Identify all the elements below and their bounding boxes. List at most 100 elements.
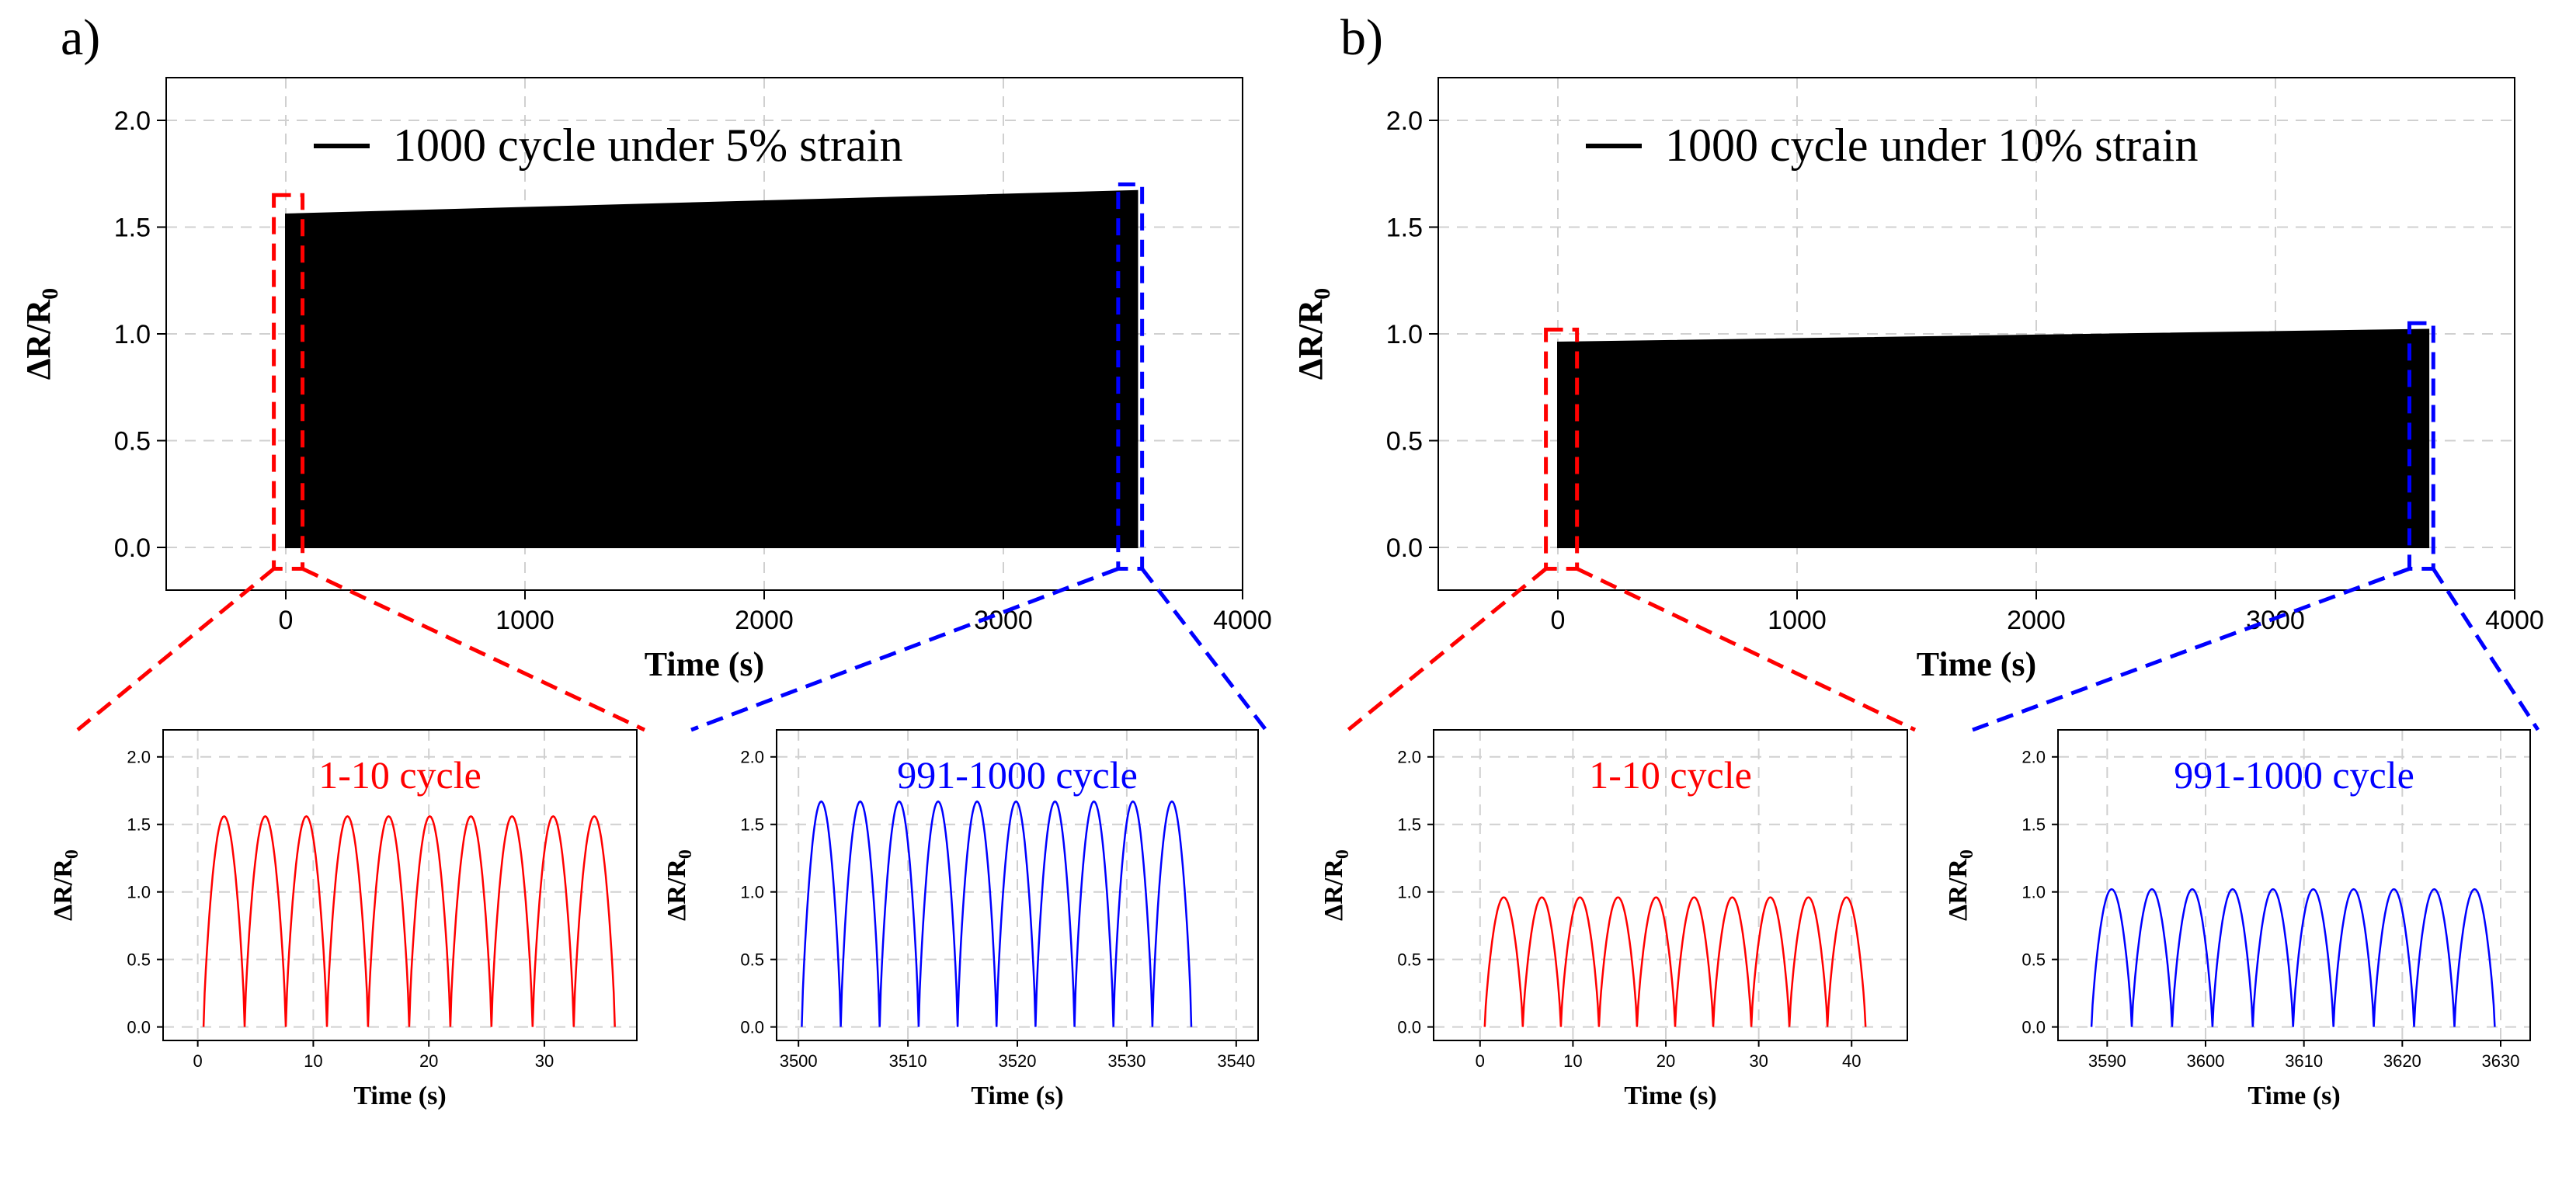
x-axis-title: Time (s) [2247,1082,2340,1110]
y-tick-label: 0.5 [2022,950,2046,969]
y-tick-label: 0.0 [1397,1017,1421,1037]
y-axis-title: ΔR/R0 [1319,849,1353,921]
y-tick-label: 1.0 [1386,320,1423,349]
y-tick-label: 1.0 [1397,882,1421,901]
x-tick-label: 30 [535,1051,554,1071]
y-axis-title: ΔR/R0 [662,849,696,921]
x-tick-label: 3540 [1217,1051,1255,1071]
x-tick-label: 0 [279,606,294,635]
y-tick-label: 1.5 [114,213,151,242]
series-line [202,815,616,1027]
chart-b-zoom2: 991-1000 cycle 0.0 0.5 1.0 1.5 2.0 3590 3600 361… [1944,729,2531,1110]
y-tick-label: 1.0 [740,882,764,901]
zoom-connector-right [1576,567,1917,732]
y-tick-label: 2.0 [1397,747,1421,766]
zoom-title: 991-1000 cycle [2174,753,2414,797]
x-tick-label: 1000 [495,606,554,635]
x-axis-title: Time (s) [645,645,764,683]
y-tick-label: 2.0 [2022,747,2046,766]
x-tick-label: 3500 [780,1051,818,1071]
x-tick-label: 4000 [1213,606,1272,635]
x-axis-title: Time (s) [1917,645,2036,683]
y-tick-label: 1.5 [1386,213,1423,242]
x-tick-label: 3510 [889,1051,927,1071]
y-tick-label: 0.5 [1397,950,1421,969]
y-tick-label: 1.0 [127,882,151,901]
x-tick-label: 3590 [2088,1051,2126,1071]
x-tick-label: 10 [304,1051,322,1071]
zoom-connector-left [1347,567,1548,731]
series-trace [1557,328,2430,548]
y-tick-label: 0.0 [740,1017,764,1037]
y-tick-label: 1.0 [2022,882,2046,901]
x-tick-label: 20 [419,1051,438,1071]
zoom-box-red [1347,328,1917,732]
zoom-connector-right [2432,568,2540,731]
y-tick-label: 2.0 [740,747,764,766]
x-tick-label: 3520 [999,1051,1037,1071]
y-tick-label: 2.0 [114,106,151,136]
y-tick-label: 0.5 [740,950,764,969]
y-tick-label: 2.0 [127,747,151,766]
y-axis-title: ΔR/R0 [49,849,82,921]
zoom-title: 1-10 cycle [318,753,481,797]
zoom-box-blue [1972,321,2540,732]
y-tick-label: 2.0 [1386,106,1423,136]
y-tick-label: 1.5 [2022,815,2046,834]
y-axis-title: ΔR/R0 [1291,288,1335,380]
series-line [2090,887,2496,1027]
zoom-connector-left [690,567,1119,732]
zoom-box-blue [690,182,1267,732]
x-tick-label: 20 [1656,1051,1675,1071]
y-tick-label: 1.5 [740,815,764,834]
y-tick-label: 0.0 [114,533,151,563]
x-tick-label: 3600 [2187,1051,2225,1071]
x-tick-label: 4000 [2485,606,2544,635]
panel-label: b) [1340,9,1383,66]
series-trace [285,189,1139,548]
y-tick-label: 1.5 [127,815,151,834]
legend-label: 1000 cycle under 10% strain [1665,120,2198,171]
zoom-connector-left [76,567,276,731]
plot-frame [2057,729,2531,1041]
zoom-box-red [76,193,646,732]
x-tick-label: 2000 [2007,606,2066,635]
y-tick-label: 0.0 [2022,1017,2046,1037]
x-axis-title: Time (s) [353,1082,446,1110]
x-tick-label: 40 [1842,1051,1861,1071]
x-axis-title: Time (s) [971,1082,1063,1110]
chart-a-zoom2: 991-1000 cycle 0.0 0.5 1.0 1.5 2.0 3500 3510 352… [662,729,1259,1110]
series-line [801,800,1193,1027]
x-tick-label: 0 [1476,1051,1485,1071]
x-tick-label: 3630 [2482,1051,2520,1071]
zoom-box [272,193,305,571]
chart-a-zoom1: 1-10 cycle 0.0 0.5 1.0 1.5 2.0 0 10 20 30 Time (s)… [49,729,638,1110]
y-tick-label: 0.5 [1386,426,1423,456]
y-tick-label: 1.5 [1397,815,1421,834]
zoom-title: 1-10 cycle [1589,753,1752,797]
zoom-box [1116,182,1145,571]
zoom-connector-left [1972,567,2411,732]
y-tick-label: 0.5 [114,426,151,456]
x-tick-label: 2000 [735,606,794,635]
y-axis-title: ΔR/R0 [1944,849,1977,921]
y-tick-label: 1.0 [114,320,151,349]
zoom-connector-right [1140,567,1267,731]
x-tick-label: 10 [1563,1051,1582,1071]
plot-frame [162,729,638,1041]
x-tick-label: 3610 [2285,1051,2323,1071]
series-line [1483,896,1867,1027]
zoom-box [1544,328,1580,571]
y-tick-label: 0.5 [127,950,151,969]
y-tick-label: 0.0 [1386,533,1423,563]
x-axis-title: Time (s) [1624,1082,1716,1110]
plot-frame [1433,729,1908,1041]
y-tick-label: 0.0 [127,1017,151,1037]
x-tick-label: 3620 [2383,1051,2421,1071]
zoom-connector-right [301,567,646,732]
x-tick-label: 3530 [1107,1051,1145,1071]
x-tick-label: 0 [193,1051,203,1071]
